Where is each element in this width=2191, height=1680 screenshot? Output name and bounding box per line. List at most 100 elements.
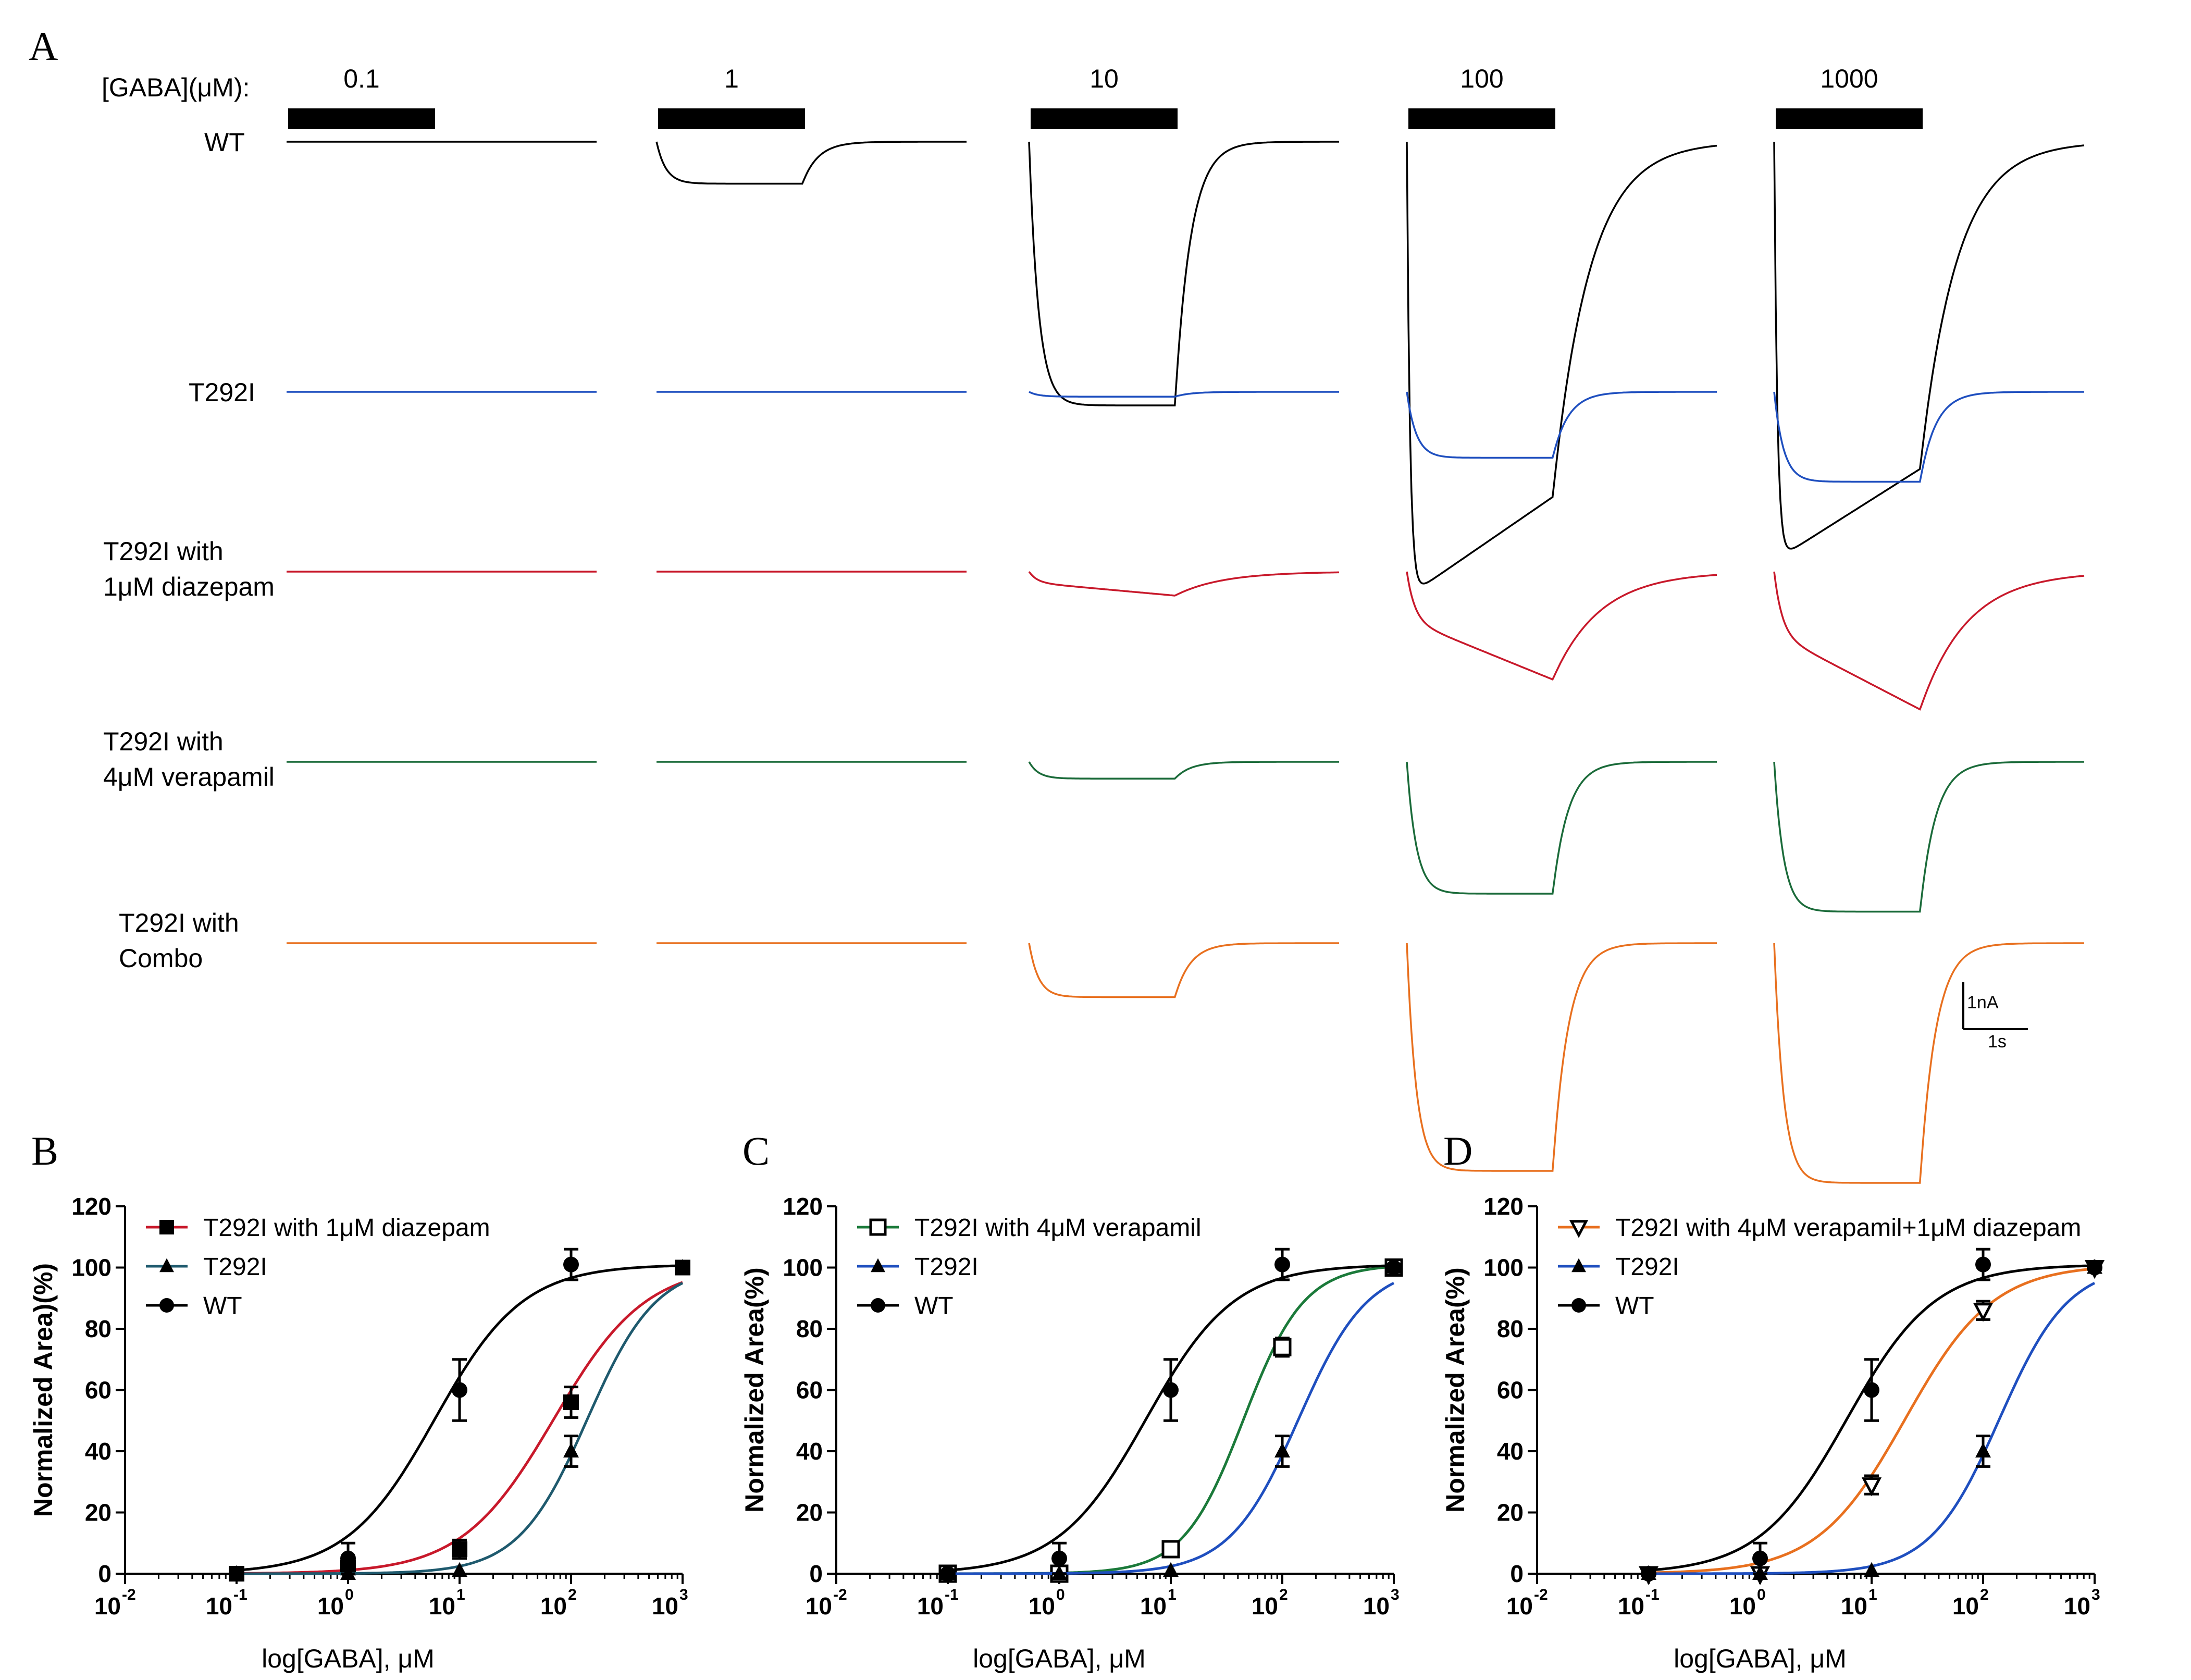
trace-row-label: 4μM verapamil: [103, 762, 275, 792]
fit-curve: [948, 1281, 1395, 1575]
data-point: [1569, 1220, 1589, 1238]
x-tick-exponent: -1: [233, 1586, 247, 1603]
x-tick-exponent: -1: [945, 1586, 959, 1603]
y-axis-label: Normalized Area(%): [1441, 1267, 1470, 1512]
y-tick-label: 100: [71, 1254, 112, 1281]
fit-curve: [1649, 1281, 2096, 1575]
data-point: [159, 1298, 174, 1313]
x-tick-exponent: 3: [1391, 1586, 1400, 1603]
y-tick-label: 80: [1497, 1315, 1524, 1342]
current-trace: [1773, 761, 2084, 913]
data-point: [1386, 1259, 1402, 1276]
data-point: [1975, 1442, 1991, 1457]
data-point: [452, 1382, 467, 1398]
data-point: [1163, 1382, 1179, 1398]
x-tick-exponent: 0: [1056, 1586, 1065, 1603]
x-tick-exponent: 0: [345, 1586, 354, 1603]
data-point: [675, 1259, 690, 1276]
data-point: [1864, 1562, 1879, 1577]
data-point: [871, 1298, 885, 1313]
legend-label: T292I with 1μM diazepam: [203, 1214, 490, 1242]
current-trace: [1773, 571, 2085, 711]
data-point: [871, 1258, 885, 1273]
x-tick-exponent: -1: [1645, 1586, 1660, 1603]
y-tick-label: 20: [85, 1499, 112, 1526]
y-axis-label: Normalized Area(%): [740, 1267, 769, 1512]
x-axis-label: log[GABA], μM: [1674, 1644, 1847, 1673]
trace-row-label: T292I: [189, 378, 255, 407]
data-point: [1571, 1258, 1586, 1273]
legend-label: T292I with 4μM verapamil: [914, 1214, 1202, 1242]
x-tick-exponent: 2: [1980, 1586, 1989, 1603]
y-tick-label: 100: [1483, 1254, 1524, 1281]
x-axis-label: log[GABA], μM: [973, 1644, 1146, 1673]
current-trace: [1029, 391, 1339, 398]
data-point: [2087, 1259, 2102, 1276]
concentration-title: [GABA](μM):: [102, 73, 250, 102]
y-tick-label: 120: [1483, 1193, 1524, 1220]
x-tick-label: 10: [206, 1592, 232, 1620]
y-tick-label: 80: [796, 1315, 823, 1342]
concentration-label: 10: [1090, 64, 1119, 93]
data-point: [1861, 1477, 1882, 1497]
legend-label: T292I with 4μM verapamil+1μM diazepam: [1615, 1214, 2081, 1242]
y-tick-label: 120: [71, 1193, 112, 1220]
x-tick-label: 10: [1363, 1592, 1390, 1620]
x-tick-exponent: 3: [679, 1586, 688, 1603]
y-tick-label: 0: [98, 1560, 112, 1587]
data-point: [1641, 1566, 1656, 1582]
data-point: [940, 1566, 956, 1582]
data-point: [159, 1220, 174, 1234]
y-tick-label: 80: [85, 1315, 112, 1342]
x-tick-label: 10: [1729, 1592, 1756, 1620]
panel-a-traces: A [GABA](μM): 1nA 1s 0.1 1 10 100 1000 WT T292…: [29, 23, 2085, 1184]
trace-row-label: WT: [204, 128, 245, 157]
panel-a-letter: A: [29, 23, 58, 69]
data-point: [340, 1550, 356, 1566]
scale-time-label: 1s: [1988, 1032, 2007, 1052]
legend-label: T292I: [1615, 1253, 1679, 1281]
panel-letter: C: [742, 1128, 770, 1173]
trace-row-label: Combo: [119, 944, 203, 973]
y-tick-label: 40: [796, 1438, 823, 1465]
data-point: [1571, 1298, 1586, 1313]
application-bar: [658, 108, 805, 129]
x-tick-label: 10: [1140, 1592, 1167, 1620]
x-tick-label: 10: [917, 1592, 944, 1620]
data-point: [1274, 1256, 1290, 1273]
application-bar: [1408, 108, 1555, 129]
y-tick-label: 0: [809, 1560, 823, 1587]
data-point: [1975, 1256, 1991, 1273]
x-tick-exponent: 2: [568, 1586, 577, 1603]
legend-label: WT: [914, 1292, 954, 1320]
current-trace: [1406, 391, 1717, 459]
trace-row-label: 1μM diazepam: [103, 572, 275, 601]
data-point: [1161, 1540, 1180, 1559]
scale-current-label: 1nA: [1967, 993, 1999, 1012]
x-tick-label: 10: [429, 1592, 455, 1620]
y-tick-label: 100: [783, 1254, 823, 1281]
data-point: [563, 1394, 579, 1410]
data-point: [1274, 1442, 1290, 1457]
current-trace: [1406, 761, 1717, 895]
x-tick-label: 10: [2064, 1592, 2090, 1620]
y-tick-label: 20: [796, 1499, 823, 1526]
y-tick-label: 40: [85, 1438, 112, 1465]
current-trace: [1406, 141, 1717, 585]
x-tick-label: 10: [317, 1592, 344, 1620]
data-point: [563, 1442, 579, 1457]
fit-curve: [237, 1281, 683, 1575]
x-tick-label: 10: [1506, 1592, 1533, 1620]
data-point: [1864, 1382, 1879, 1398]
current-trace: [1406, 571, 1717, 681]
concentration-label: 1: [724, 64, 739, 93]
fit-curve: [237, 1281, 684, 1575]
x-tick-exponent: -2: [1534, 1586, 1548, 1603]
current-trace: [1406, 942, 1717, 1172]
concentration-label: 100: [1460, 64, 1503, 93]
legend-label: WT: [203, 1292, 242, 1320]
current-trace: [1773, 391, 2084, 483]
